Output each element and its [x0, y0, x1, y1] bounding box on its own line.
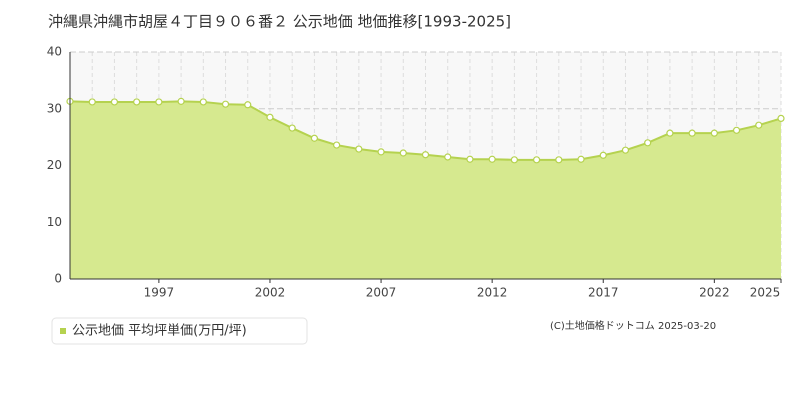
point — [221, 100, 230, 108]
point — [666, 129, 674, 137]
point — [133, 98, 141, 106]
area — [70, 101, 781, 279]
point — [310, 134, 319, 142]
chart-title: 沖縄県沖縄市胡屋４丁目９０６番２ 公示地価 地価推移[1993-2025] — [48, 13, 511, 31]
y-tick-label: 40 — [47, 45, 62, 59]
point — [577, 155, 585, 163]
point — [399, 149, 407, 157]
point — [199, 98, 207, 106]
source: (C)土地価格ドットコム 2025-03-20 — [550, 319, 716, 332]
point — [732, 126, 741, 134]
x-tick-label: 2025 — [750, 286, 781, 300]
legend-label: 公示地価 平均坪単価(万円/坪) — [72, 323, 247, 339]
y-tick-label: 30 — [47, 101, 62, 115]
x-tick-label: 2022 — [699, 286, 730, 300]
y-tick-label: 0 — [54, 272, 62, 286]
y-tick-label: 20 — [47, 158, 62, 172]
point — [88, 98, 96, 106]
x-tick-label: 2017 — [588, 286, 619, 300]
point — [444, 153, 452, 161]
x-tick-label: 1997 — [144, 286, 175, 300]
point — [466, 155, 474, 163]
point — [288, 124, 296, 132]
point — [355, 145, 363, 153]
y-tick-label: 10 — [47, 215, 62, 229]
point — [155, 98, 163, 106]
point — [599, 151, 607, 159]
point — [177, 97, 185, 105]
point — [710, 129, 718, 137]
point — [555, 156, 563, 164]
point — [488, 155, 496, 163]
point — [532, 156, 541, 164]
point — [644, 139, 652, 147]
legend-swatch — [60, 328, 66, 334]
point — [266, 113, 274, 121]
point — [755, 121, 763, 129]
x-tick-label: 2012 — [477, 286, 508, 300]
point — [333, 141, 341, 149]
point — [377, 148, 385, 156]
x-tick-label: 2007 — [366, 286, 397, 300]
point — [688, 129, 696, 137]
point — [510, 156, 518, 164]
legend-box — [51, 317, 308, 345]
point — [110, 98, 119, 106]
point — [777, 114, 785, 122]
point — [621, 146, 630, 154]
point — [421, 151, 430, 159]
x-tick-label: 2002 — [255, 286, 286, 300]
point — [244, 101, 252, 109]
